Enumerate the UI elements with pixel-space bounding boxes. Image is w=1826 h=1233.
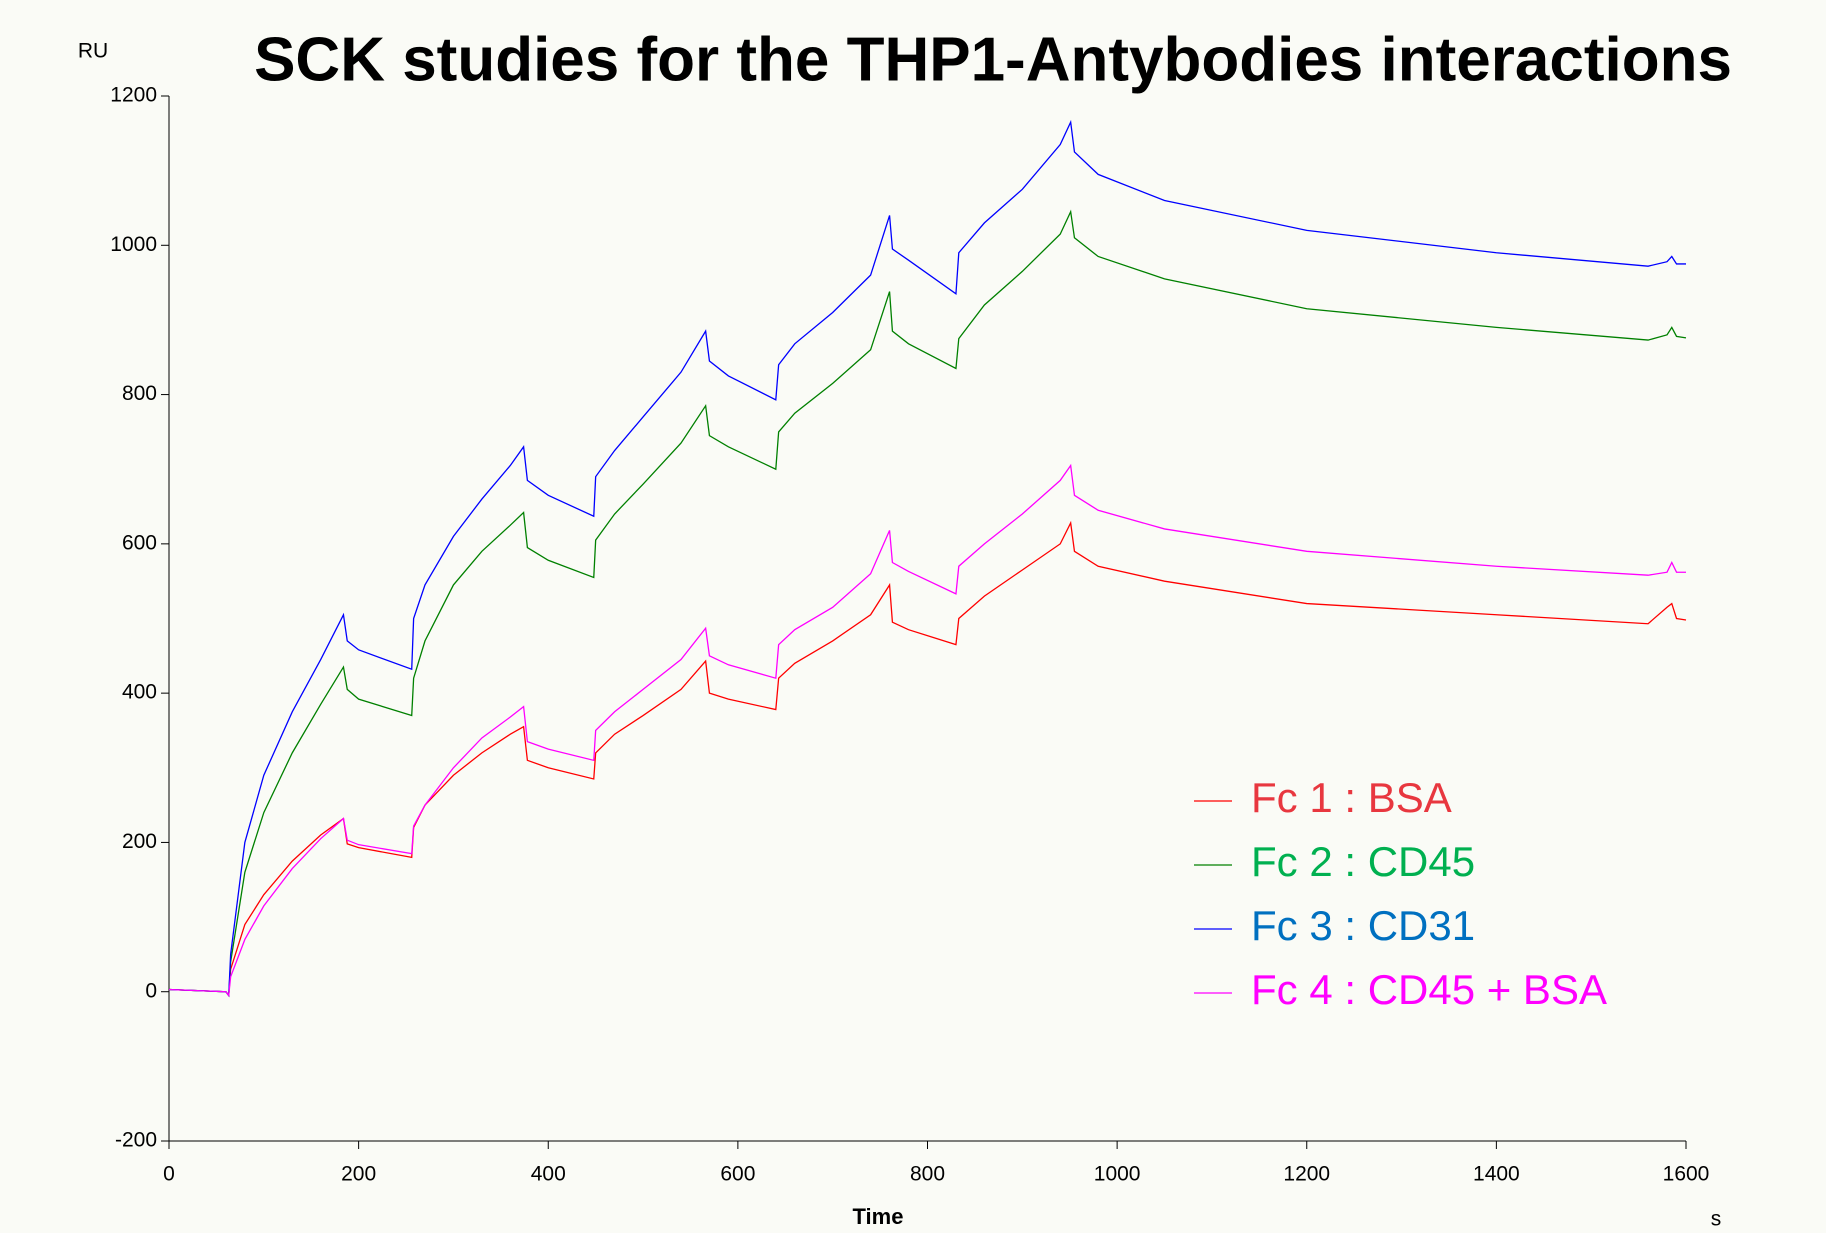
data-line [168, 209, 1687, 998]
x-tick-label: 200 [341, 1163, 376, 1186]
x-tick-label: 1600 [1663, 1163, 1710, 1186]
x-tick-label: 1000 [1094, 1163, 1141, 1186]
y-tick-label: 1000 [110, 233, 157, 256]
legend-label: Fc 2 : CD45 [1251, 838, 1475, 885]
y-axis-label: RU [78, 40, 108, 63]
data-line [168, 463, 1686, 998]
y-tick-label: 1200 [110, 84, 157, 107]
x-tick-label: 800 [910, 1163, 945, 1186]
x-unit-label: s [1711, 1208, 1722, 1231]
legend-label: Fc 3 : CD31 [1251, 902, 1475, 949]
x-axis-label: Time [853, 1204, 904, 1229]
x-tick-label: 600 [720, 1163, 755, 1186]
chart-title: SCK studies for the THP1-Antybodies inte… [254, 25, 1732, 94]
x-tick-label: 1400 [1473, 1163, 1520, 1186]
y-tick-label: -200 [115, 1129, 157, 1152]
x-tick-label: 0 [163, 1163, 175, 1186]
data-line [168, 119, 1686, 998]
x-tick-label: 400 [531, 1163, 566, 1186]
y-tick-label: 200 [122, 830, 157, 853]
legend-label: Fc 1 : BSA [1251, 774, 1452, 821]
x-tick-label: 1200 [1283, 1163, 1330, 1186]
legend-label: Fc 4 : CD45 + BSA [1251, 966, 1607, 1013]
y-tick-label: 600 [122, 531, 157, 554]
y-tick-label: 400 [122, 681, 157, 704]
y-tick-label: 800 [122, 382, 157, 405]
y-tick-label: 0 [145, 979, 157, 1002]
